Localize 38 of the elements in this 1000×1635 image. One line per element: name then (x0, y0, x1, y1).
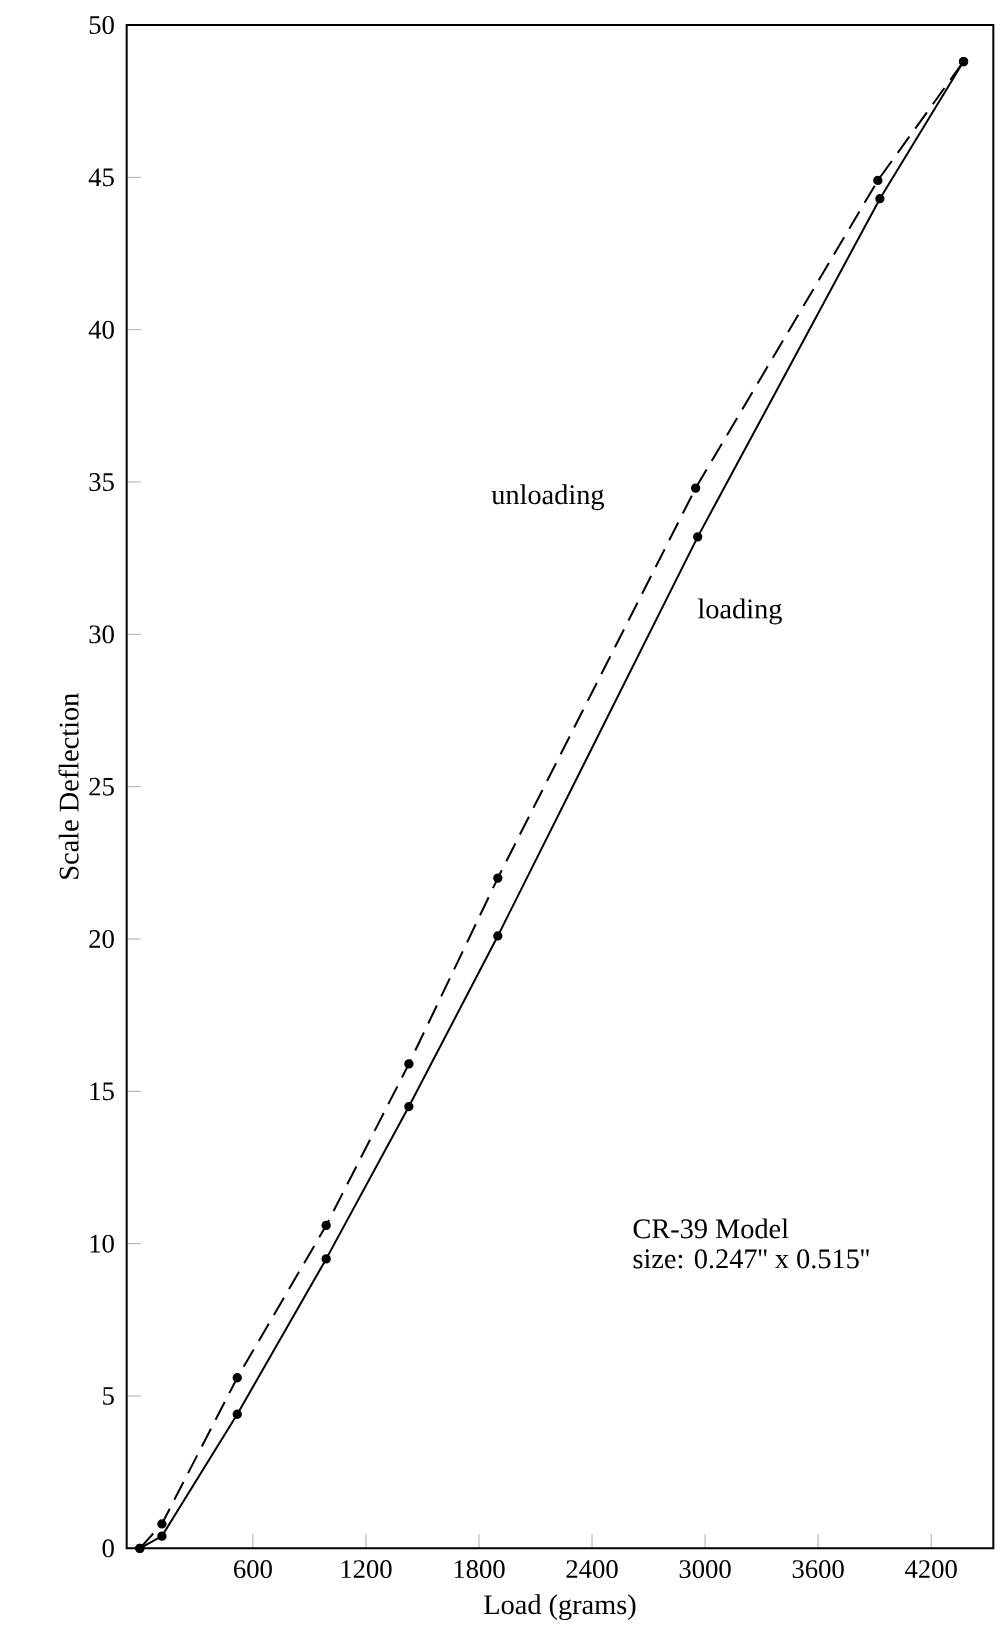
x-tick-label: 3600 (792, 1560, 844, 1579)
y-tick-label: 30 (89, 625, 114, 644)
y-tick-label: 25 (89, 777, 114, 796)
y-tick-label: 45 (88, 168, 114, 187)
x-tick-label: 4200 (905, 1560, 957, 1579)
y-tick-label: 5 (103, 1387, 114, 1405)
point (493, 931, 503, 941)
annotation: size: 0.247'' x 0.515'' (633, 1249, 869, 1269)
y-tick-label: 35 (89, 473, 114, 491)
x-tick-label: 3000 (679, 1560, 731, 1579)
point (493, 873, 503, 883)
y-tick-label: 15 (90, 1082, 114, 1101)
x-tick-label: 1200 (341, 1560, 392, 1579)
point (321, 1254, 331, 1264)
point (875, 194, 885, 204)
point (690, 483, 701, 493)
x-tick-label: 600 (234, 1560, 272, 1579)
point (232, 1373, 242, 1383)
y-tick-label: 0 (102, 1539, 114, 1558)
point (404, 1059, 414, 1069)
y-tick-label: 40 (88, 320, 114, 339)
point (873, 175, 883, 186)
y-tick-label: 10 (90, 1234, 114, 1253)
y-axis-title: Scale Deflection (58, 693, 79, 879)
point (157, 1519, 167, 1529)
point (404, 1101, 414, 1112)
point (232, 1409, 242, 1419)
point (157, 1531, 167, 1541)
point (321, 1220, 331, 1231)
x-axis-title: Load (grams) (484, 1594, 636, 1621)
series-label: loading (698, 598, 782, 625)
x-tick-label: 2400 (566, 1560, 618, 1579)
y-tick-label: 20 (89, 930, 114, 949)
annotation: CR-39 Model (633, 1218, 789, 1239)
point (693, 532, 703, 542)
y-tick-label: 50 (89, 16, 114, 35)
text: unloading (491, 484, 605, 511)
x-tick-label: 1800 (454, 1560, 505, 1579)
